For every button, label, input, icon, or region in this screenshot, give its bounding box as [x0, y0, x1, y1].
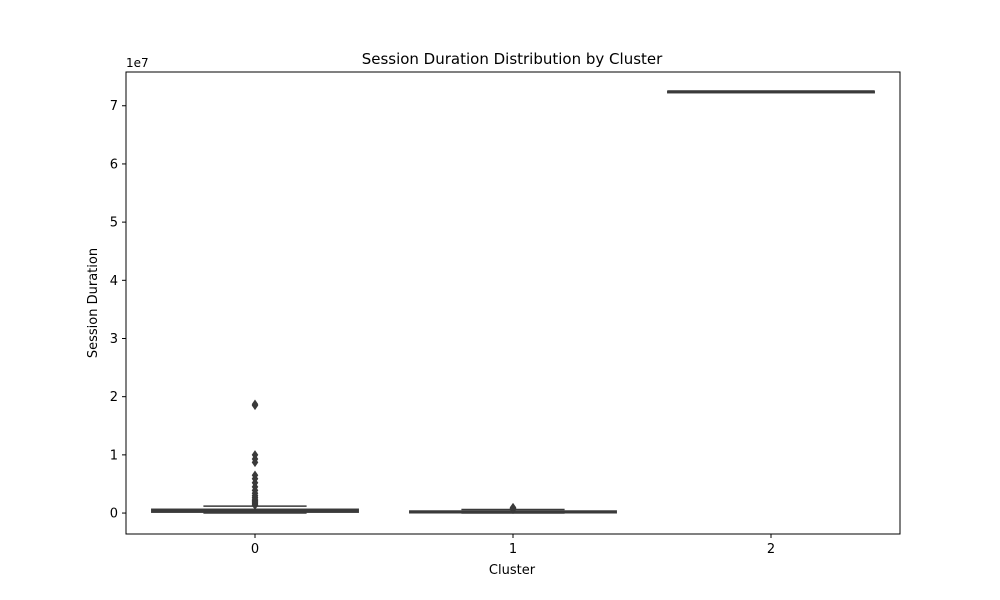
box-outlier — [251, 399, 259, 409]
y-axis-offset-label: 1e7 — [126, 56, 149, 70]
y-tick-label: 2 — [110, 390, 118, 405]
x-tick-label: 0 — [251, 542, 259, 557]
y-tick-label: 1 — [110, 448, 118, 463]
y-tick-label: 3 — [110, 332, 118, 347]
plot-area: 0 1 2 3 4 5 6 7 0 1 2 — [110, 90, 875, 557]
y-tick-label: 5 — [110, 216, 118, 231]
box-outlier — [509, 502, 517, 513]
y-tick-label: 4 — [110, 274, 118, 289]
y-axis-label: Session Duration — [86, 248, 101, 358]
chart-title: Session Duration Distribution by Cluster — [362, 50, 663, 68]
x-tick-label: 2 — [767, 542, 775, 557]
y-tick-label: 7 — [110, 99, 118, 114]
y-tick-label: 0 — [110, 507, 118, 522]
x-axis-label: Cluster — [489, 563, 536, 578]
plot-frame — [125, 71, 901, 535]
box-outlier — [251, 470, 259, 480]
x-tick-label: 1 — [509, 542, 517, 557]
box-outlier — [251, 450, 259, 460]
y-tick-label: 6 — [110, 157, 118, 172]
